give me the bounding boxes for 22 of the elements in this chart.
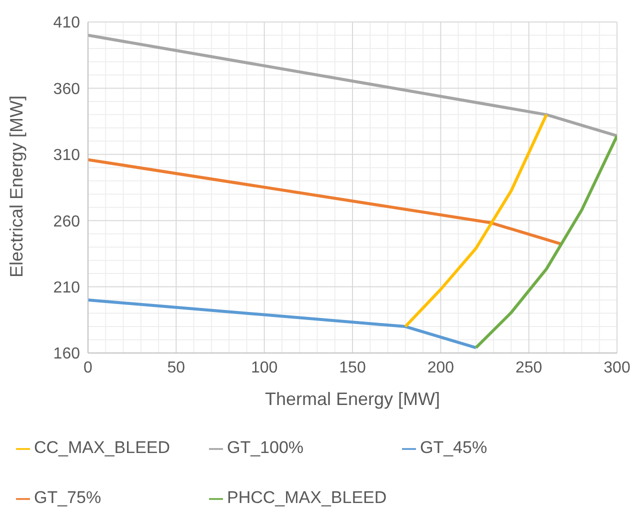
legend-label: PHCC_MAX_BLEED <box>227 487 388 509</box>
x-tick-label: 200 <box>427 359 454 376</box>
y-axis-title: Electrical Energy [MW] <box>6 95 26 278</box>
line-series <box>404 113 548 328</box>
x-tick-label: 300 <box>604 359 630 376</box>
x-axis-title: Thermal Energy [MW] <box>264 389 440 409</box>
y-tick-label: 410 <box>53 14 80 32</box>
legend-label: CC_MAX_BLEED <box>34 437 172 459</box>
x-tick-label: 50 <box>167 359 186 376</box>
legend-label: GT_45% <box>420 437 488 459</box>
x-tick-label: 100 <box>250 359 278 376</box>
legend-label: GT_100% <box>227 437 305 459</box>
x-tick-label: 250 <box>515 359 542 376</box>
y-tick-label: 360 <box>53 80 80 98</box>
y-tick-label: 310 <box>53 147 80 164</box>
x-tick-label: 150 <box>339 359 366 376</box>
x-tick-label: 0 <box>84 359 93 376</box>
y-tick-label: 210 <box>53 279 80 296</box>
line-series <box>474 134 617 350</box>
legend-label: GT_75% <box>34 487 102 509</box>
y-tick-label: 160 <box>53 346 80 363</box>
y-tick-label: 260 <box>53 213 80 230</box>
